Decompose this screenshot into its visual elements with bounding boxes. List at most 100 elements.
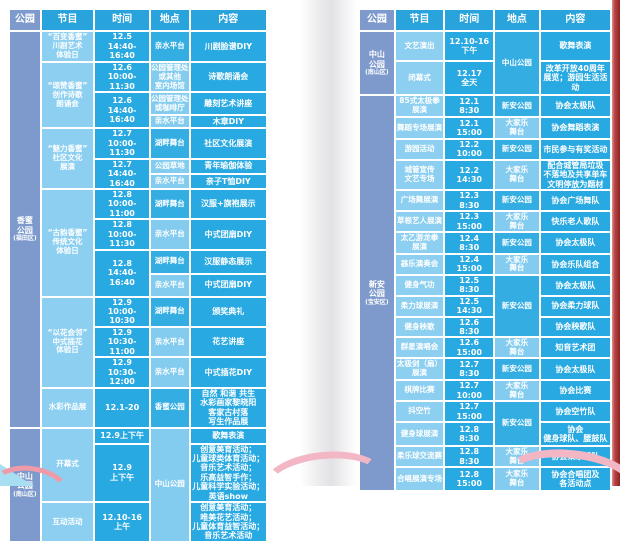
content-cell: 协会广场舞队 [538,189,612,213]
program-cell: 游园活动 [393,138,446,161]
table-row: 亲水平台 木章DIY [9,114,269,130]
location-cell: 中山公园 [493,30,541,96]
content-cell: 知音艺术团 [538,336,612,360]
content-cell: 社区文化展演 [188,127,269,160]
location-cell: 湖畔舞台 [148,295,191,328]
program-cell: 太乙游龙拳 展演 [393,230,446,255]
program-cell: 群星演唱会 [393,336,446,360]
header-cell-0: 公园 [358,8,396,32]
location-cell: 大家乐 舞台 [493,336,541,360]
content-cell: 中式团扇DIY [188,218,269,251]
table-row: 广场舞展演 12.3 8:30 新安公园 协会广场舞队 [359,189,612,213]
program-cell: “以花会邻” 中式插花 体验日 [39,295,96,389]
time-cell: 12.9 上下午 [93,442,151,504]
right-page: 公园 节目 时间 地点 内容 中山 公园 (南山区) 文艺演出 12.10-16 下午 中山公园歌… [358,8,612,492]
time-cell: 12.8 8:30 [443,445,496,468]
program-cell: 器乐演奏会 [393,252,446,276]
content-cell: 协会 健身球队、腰鼓队 [538,421,612,448]
content-cell: 亲子T恤DIY [188,172,269,190]
location-cell: 大家乐 舞台 [493,210,541,233]
content-cell: 颁奖典礼 [188,295,269,328]
table-row: 12.7 14:40-16:40 公园草地 青年瑜伽体验 [9,157,269,190]
content-cell: 川剧脸谱DIY [188,30,269,63]
location-cell: 新安公园 [493,189,541,213]
header-cell-2: 时间 [443,8,496,32]
location-cell: 亲水平台 [148,172,191,190]
table-row: 中山 公园 (南山区) 文艺演出 12.10-16 下午 中山公园 歌舞表演 [358,30,612,96]
page-fold-divider [300,0,358,486]
program-cell: “百变香蜜” 川剧艺术 体验日 [39,30,96,63]
table-row: 器乐演奏会 12.4 15:00 大家乐 舞台 协会乐队组合 [359,252,612,276]
time-cell: 12.5 8:30 [443,273,496,297]
program-cell: “魅力香蜜” 社区文化 展演 [39,127,96,190]
content-cell: 协会太极队 [538,94,612,118]
location-cell: 新安公园 [493,94,541,118]
location-cell: 亲水平台 [148,218,191,251]
location-cell: 香蜜公园 [148,386,191,429]
content-cell: 汉服静态展示 [188,248,269,275]
time-cell: 12.3 15:00 [443,210,496,233]
location-cell: 新安公园 [493,138,541,161]
table-row: 闭幕式 12.17 全天 改革开放40周年 展览；游园生活活动 [359,60,612,96]
table-row: “颂赞香蜜” 创作诗歌 朗诵会 12.6 10:00-11:30 公园管理处 或其他… [9,60,269,130]
program-cell: 健身气功 [393,273,446,297]
location-cell: 中山公园 [148,426,191,543]
location-cell: 亲水平台 [148,325,191,359]
district-label: (宝安区) [365,298,389,306]
content-cell: 协会空竹队 [538,400,612,424]
location-cell: 亲水平台 [148,272,191,298]
header-cell-4: 内容 [188,8,269,32]
content-cell: 诗歌朗诵会 [188,60,269,94]
content-cell: 汉服+旗袍展示 [188,187,269,221]
content-cell: 协会太极队 [538,230,612,255]
content-cell: 协会柔乐球队 [538,445,612,468]
content-cell: 花艺讲座 [188,325,269,359]
time-cell: 12.5 14:30 [443,294,496,318]
location-cell: 大家乐 舞台 [493,379,541,403]
table-row: “以花会邻” 中式插花 体验日 12.9 10:00-10:30 湖畔舞台 颁奖典礼 [9,295,269,389]
program-cell: 闭幕式 [393,60,446,96]
content-cell: 青年瑜伽体验 [188,157,269,175]
time-cell: 12.9 10:30-11:00 [93,325,151,359]
header-cell-1: 节目 [39,8,96,32]
time-cell: 12.8 8:30 [443,421,496,448]
location-cell: 亲水平台 [148,30,191,63]
table-row: 舞蹈专场展演 12.1 15:00 大家乐 舞台 协会舞蹈表演 [359,116,612,140]
time-cell: 12.9 10:30-12:00 [93,356,151,389]
time-cell: 12.10-16 上午 [93,501,151,543]
content-cell: 快乐老人歌队 [538,210,612,233]
time-cell: 12.1 8:30 [443,94,496,118]
table-row: 健身秧歌 12.6 8:30 协会秧歌队 [359,315,612,339]
district-label: (福田区) [13,235,37,243]
time-cell: 12.4 8:30 [443,230,496,255]
time-cell: 12.7 15:00 [443,400,496,424]
table-row: “魅力香蜜” 社区文化 展演 12.7 10:00-11:30 湖畔舞台 社区文化展演 [9,127,269,190]
time-cell: 12.2 10:00 [443,138,496,161]
header-cell-3: 地点 [148,8,191,32]
program-cell: 健身球展演 [393,421,446,448]
table-row: 柔力球展演 12.5 14:30 协会柔力球队 [359,294,612,318]
header-cell-3: 地点 [493,8,541,32]
table-row: 草根艺人展演 12.3 15:00 大家乐 舞台 快乐老人歌队 [359,210,612,233]
program-cell: “颂赞香蜜” 创作诗歌 朗诵会 [39,60,96,130]
table-row: 城管宣传 文艺专场 12.2 14:30 大家乐 舞台 配合城管局垃圾 不落地及共享单… [359,158,612,192]
content-cell: 协会舞蹈表演 [538,116,612,140]
location-cell: 新安公园 [493,273,541,339]
header-cell-4: 内容 [538,8,612,32]
time-cell: 12.2 14:30 [443,158,496,192]
table-row: 12.6 14:40-16:40 公园管理处 或咖啡厅 雕刻艺术讲座 [9,91,269,130]
content-cell: 歌舞表演 [188,426,269,445]
header-cell-1: 节目 [393,8,446,32]
header-cell-2: 时间 [93,8,151,32]
red-edge-strip [612,0,620,486]
table-row: 棋牌比赛 12.7 10:00 大家乐 舞台 协会比赛 [359,379,612,403]
time-cell: 12.5 14:40-16:40 [93,30,151,63]
time-cell: 12.8 14:40-16:40 [93,248,151,298]
header-row: 公园 节目 时间 地点 内容 [8,8,269,32]
table-row: 亲水平台 中式团扇DIY [9,272,269,298]
content-cell: 协会太极队 [538,357,612,382]
time-cell: 12.7 10:00 [443,379,496,403]
table-row: 亲水平台 亲子T恤DIY [9,172,269,190]
park-cell: 新安 公园 (宝安区) [358,94,396,492]
location-cell: 大家乐 舞台 [493,158,541,192]
